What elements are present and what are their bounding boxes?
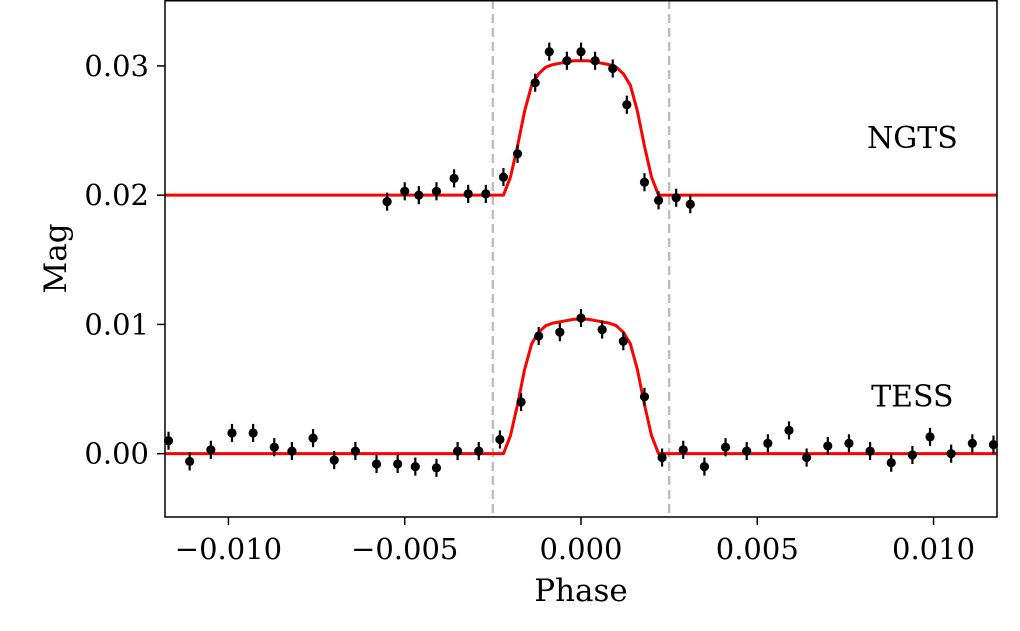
tess-point [865, 446, 875, 456]
tess-point [763, 438, 773, 448]
tess-point [329, 455, 339, 465]
tess-point [678, 445, 688, 455]
tess-point [206, 445, 216, 455]
tess-point [657, 452, 667, 463]
y-tick-label: 0.02 [84, 178, 149, 212]
tess-point [393, 459, 403, 469]
y-tick-label: 0.00 [84, 437, 149, 471]
tess-point [720, 442, 731, 452]
phase-guides [491, 0, 671, 517]
tess-point [371, 459, 382, 469]
ngts-point [653, 195, 664, 205]
ngts-point [414, 190, 424, 200]
ngts-point [685, 199, 695, 209]
tess-point [823, 441, 833, 451]
data-points [163, 42, 999, 477]
x-tick-label: −0.010 [175, 532, 282, 566]
tess-point [699, 461, 709, 472]
y-tick-label: 0.01 [84, 307, 149, 341]
tess-point [844, 438, 854, 448]
x-tick-label: −0.005 [351, 532, 458, 566]
x-tick-label: 0.000 [539, 532, 622, 566]
tess-point [185, 456, 195, 467]
tess-point [618, 336, 628, 346]
x-axis-label: Phase [534, 573, 628, 609]
ngts-point [400, 186, 410, 196]
ngts-point [498, 172, 509, 182]
tess-point [287, 446, 297, 456]
tess-point [555, 327, 565, 337]
tess-point [453, 446, 463, 456]
ngts-point [590, 56, 600, 66]
tess-point [163, 436, 174, 446]
ngts-point [562, 56, 572, 66]
ngts-point [544, 47, 554, 57]
tess-point [946, 449, 956, 459]
x-tick-label: 0.005 [716, 532, 799, 566]
ngts-point [481, 189, 491, 199]
tess-point [495, 434, 505, 445]
tess-point [410, 461, 420, 472]
labels: Phase Mag TESS NGTS [38, 121, 958, 609]
ngts-point [671, 193, 681, 203]
ngts-point [530, 78, 540, 88]
ngts-point [449, 173, 459, 183]
y-tick-label: 0.03 [84, 49, 149, 83]
tess-point [269, 442, 279, 452]
ngts-point [512, 149, 523, 159]
ngts-point [382, 197, 392, 207]
tess-point [248, 428, 258, 438]
tess-panel-label: TESS [871, 380, 954, 415]
ngts-point [639, 177, 650, 187]
tess-point [597, 324, 607, 335]
tess-point [784, 425, 794, 436]
tess-point [967, 438, 977, 448]
ngts-point [576, 47, 586, 57]
plot-frame [164, 0, 998, 518]
tess-point [308, 433, 318, 443]
axes: −0.010 −0.005 0.000 0.005 0.010 0.00 0.01 0.02 0… [84, 0, 998, 566]
ngts-point [622, 100, 632, 110]
tess-point [350, 446, 360, 456]
tess-point [431, 463, 442, 473]
y-axis-label: Mag [38, 223, 74, 293]
ngts-points [382, 42, 695, 214]
ngts-point [463, 189, 473, 199]
tess-point [576, 313, 586, 323]
ngts-point [608, 63, 618, 74]
tess-point [474, 446, 484, 456]
tess-point [742, 446, 752, 456]
tess-point [988, 440, 999, 450]
ngts-model-line [165, 59, 997, 197]
tess-point [802, 452, 812, 463]
tess-point [516, 397, 526, 407]
tess-point [639, 392, 650, 402]
x-tick-label: 0.010 [892, 532, 975, 566]
tess-point [534, 331, 544, 341]
tess-point [227, 428, 237, 438]
tess-points [163, 308, 999, 477]
tess-point [907, 450, 917, 460]
tess-point [886, 458, 896, 468]
ngts-point [431, 186, 442, 196]
ngts-panel-label: NGTS [867, 121, 958, 156]
tess-point [925, 432, 935, 442]
